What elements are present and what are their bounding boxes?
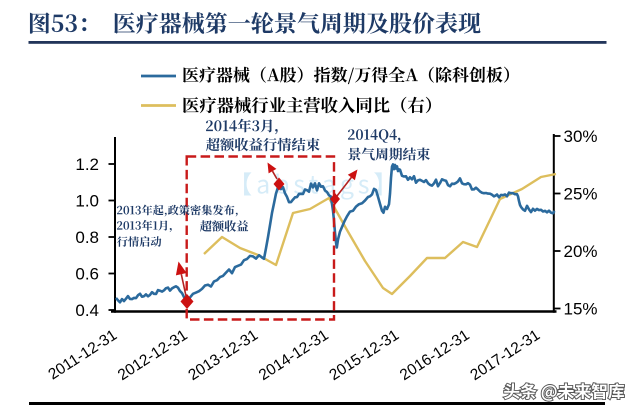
svg-text:0.4: 0.4 [75,301,99,320]
svg-text:15%: 15% [564,300,598,319]
svg-text:25%: 25% [564,185,598,204]
svg-text:30%: 30% [564,127,598,146]
svg-text:1.2: 1.2 [75,155,99,174]
svg-text:20%: 20% [564,242,598,261]
svg-text:0.8: 0.8 [75,228,99,247]
svg-text:0.6: 0.6 [75,265,99,284]
svg-text:1.0: 1.0 [75,192,99,211]
